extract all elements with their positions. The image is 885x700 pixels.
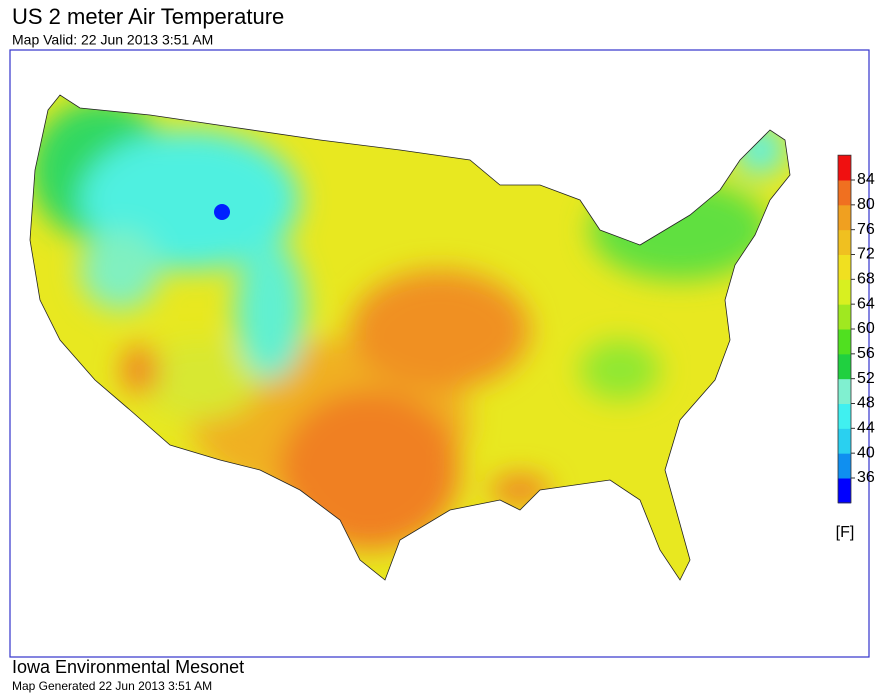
colorbar-label: 68 xyxy=(857,271,875,288)
colorbar-segment xyxy=(838,180,851,206)
unit-label: [F] xyxy=(836,524,855,541)
colorbar-segment xyxy=(838,329,851,355)
colorbar-label: 36 xyxy=(857,469,875,486)
colorbar-segment xyxy=(838,279,851,305)
colorbar-segment xyxy=(838,229,851,255)
title: US 2 meter Air Temperature xyxy=(12,4,284,29)
colorbar: 36 40 44 48 52 56 60 64 68 72 76 80 84 xyxy=(837,154,875,504)
colorbar-segment xyxy=(838,378,851,404)
colorbar-segment xyxy=(838,428,851,454)
us-outline xyxy=(29,94,791,581)
colorbar-label: 80 xyxy=(857,196,875,213)
colorbar-label: 48 xyxy=(857,395,875,412)
colorbar-label: 56 xyxy=(857,345,875,362)
footer-org: Iowa Environmental Mesonet xyxy=(12,657,244,677)
colorbar-segment xyxy=(838,304,851,330)
colorbar-label: 52 xyxy=(857,370,875,387)
colorbar-segment xyxy=(838,353,851,380)
colorbar-label: 40 xyxy=(857,444,875,461)
colorbar-label: 76 xyxy=(857,221,875,238)
colorbar-segment xyxy=(838,155,851,181)
colorbar-segment xyxy=(838,204,851,231)
colorbar-label: 60 xyxy=(857,320,875,337)
colorbar-segment xyxy=(838,403,851,429)
colorbar-label: 84 xyxy=(857,171,875,188)
colorbar-segment xyxy=(838,478,851,504)
colorbar-label: 72 xyxy=(857,246,875,263)
subtitle: Map Valid: 22 Jun 2013 3:51 AM xyxy=(12,32,213,48)
colorbar-label: 44 xyxy=(857,420,875,437)
colorbar-segment xyxy=(838,254,851,280)
footer-generated: Map Generated 22 Jun 2013 3:51 AM xyxy=(12,679,212,693)
colorbar-segment xyxy=(838,453,851,479)
colorbar-label: 64 xyxy=(857,295,875,312)
